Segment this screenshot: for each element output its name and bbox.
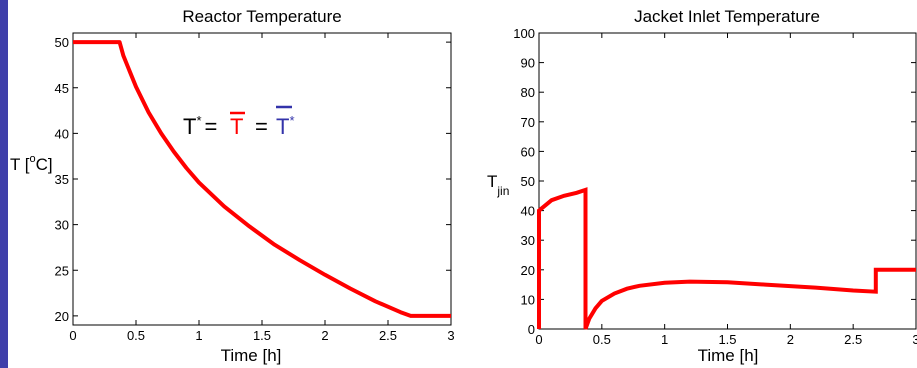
x-tick-label: 0.5 [593,332,611,347]
x-tick-label: 1 [195,328,202,343]
x-tick-label: 0.5 [127,328,145,343]
y-label-tail: C] [36,155,53,174]
x-tick-label: 2.5 [379,328,397,343]
plot-area [538,32,917,330]
y-label-superscript: o [30,153,36,165]
y-tick-label: 50 [521,174,535,189]
y-tick-label: 50 [55,35,69,50]
y-tick-label: 0 [528,322,535,337]
y-axis-label: T [oC] [10,153,53,174]
x-tick-label: 3 [912,332,917,347]
y-label-main: T [ [10,155,30,174]
y-label-main: T [487,172,497,191]
y-tick-label: 25 [55,263,69,278]
x-tick-label: 2 [787,332,794,347]
x-tick-label: 0 [69,328,76,343]
chart-title: Reactor Temperature [182,7,341,26]
equation-annotation: T* = T = T* [183,105,295,139]
y-tick-label: 45 [55,81,69,96]
y-tick-label: 40 [521,204,535,219]
x-tick-label: 2.5 [844,332,862,347]
y-label-subscript: jin [496,184,509,198]
x-axis-label: Time [h] [221,346,282,365]
x-tick-label: 3 [447,328,454,343]
y-tick-label: 30 [55,218,69,233]
eq-t: T [183,114,196,139]
y-tick-label: 40 [55,126,69,141]
x-tick-label: 1 [661,332,668,347]
plot-area [72,32,452,326]
svg-text:T*=: T* = [183,113,217,139]
x-tick-label: 0 [535,332,542,347]
y-tick-label: 80 [521,85,535,100]
series-line [73,40,451,318]
x-tick-label: 2 [321,328,328,343]
y-tick-label: 90 [521,56,535,71]
svg-text:T [oC]: T [oC] [10,153,53,174]
eq-tbar-blue: T [276,114,289,139]
svg-text:T*: T* [276,113,295,139]
eq-equals-1: = [205,114,218,139]
eq-equals-2: = [255,114,268,139]
y-tick-label: 60 [521,144,535,159]
y-tick-label: 10 [521,292,535,307]
eq-star: * [196,113,201,128]
y-tick-label: 20 [55,309,69,324]
y-tick-label: 30 [521,233,535,248]
y-tick-label: 35 [55,172,69,187]
chart-jacket-inlet-temperature: Jacket Inlet Temperature 0 0.5 1 1.5 2 2.5 3 0… [487,7,917,365]
chart-reactor-temperature: Reactor Temperature 0 0.5 1 1.5 2 2.5 3 20 25 30… [10,7,455,365]
y-tick-label: 70 [521,115,535,130]
eq-star-blue: * [289,113,294,128]
y-tick-label: 20 [521,263,535,278]
left-edge-bar [0,0,8,368]
series-line [537,187,916,330]
eq-tbar-red: T [230,114,243,139]
x-tick-label: 1.5 [718,332,736,347]
x-tick-label: 1.5 [253,328,271,343]
y-tick-label: 100 [513,26,535,41]
chart-title: Jacket Inlet Temperature [634,7,820,26]
y-axis-label: Tjin [487,172,509,198]
x-axis-label: Time [h] [698,346,759,365]
